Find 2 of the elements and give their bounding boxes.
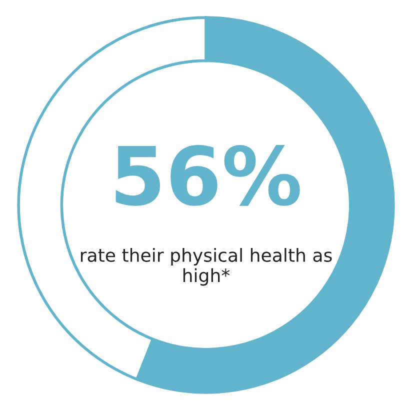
text: 56% bbox=[116, 144, 300, 206]
text: rate their physical health as high* bbox=[80, 248, 332, 286]
